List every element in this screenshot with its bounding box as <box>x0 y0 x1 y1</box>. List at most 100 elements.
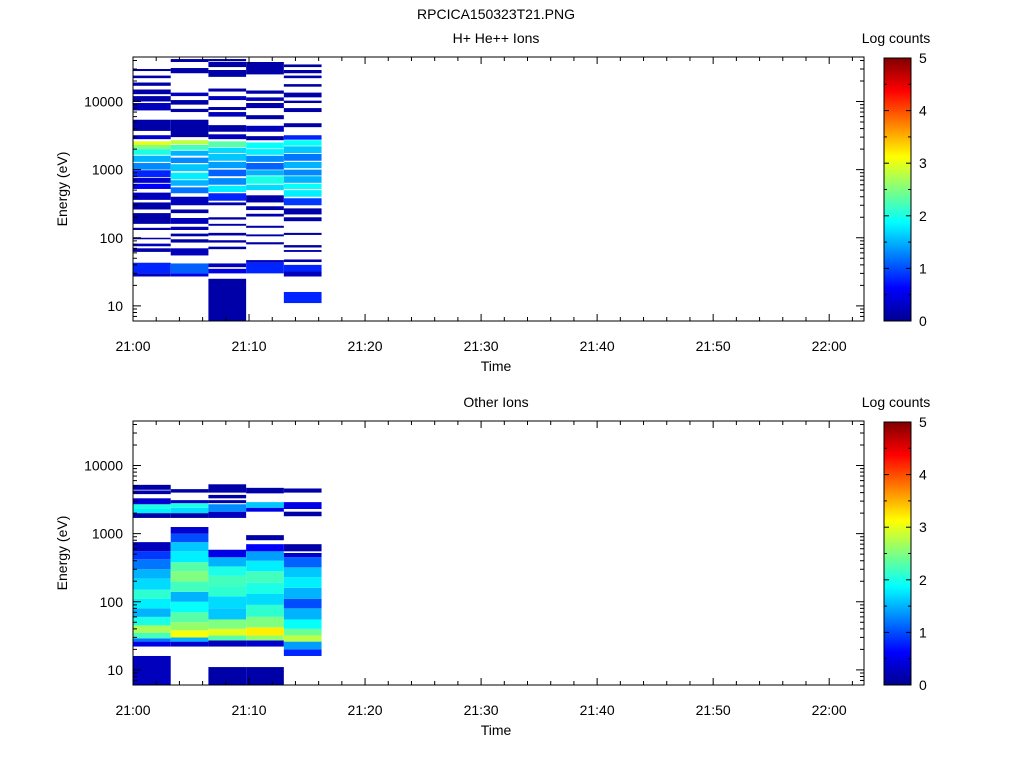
heatmap-cell <box>283 552 322 558</box>
heatmap-cell <box>283 169 322 176</box>
heatmap-cell <box>170 226 209 230</box>
heatmap-cell <box>170 527 209 534</box>
heatmap-cell <box>208 169 247 177</box>
heatmap-cell <box>133 144 171 150</box>
heatmap-cell <box>133 638 171 642</box>
colorbar-tick-label: 0 <box>919 677 927 693</box>
heatmap-cell <box>208 268 247 274</box>
x-tick-label: 22:00 <box>812 338 847 354</box>
heatmap-cell <box>246 487 284 494</box>
heatmap-cell <box>208 596 247 609</box>
heatmap-cell <box>246 616 284 628</box>
heatmap-cell <box>133 69 171 72</box>
heatmap-cell <box>283 64 322 68</box>
x-tick-label: 21:40 <box>580 338 615 354</box>
heatmap-cell <box>208 88 247 92</box>
heatmap-cell <box>170 108 209 113</box>
heatmap-cell <box>283 264 322 272</box>
panel-title: H+ He++ Ions <box>453 30 540 46</box>
heatmap-cell <box>133 490 171 495</box>
heatmap-cell <box>133 89 171 95</box>
heatmap-cell <box>170 100 209 105</box>
heatmap-cell <box>133 598 171 609</box>
heatmap-cell <box>133 504 171 509</box>
heatmap-cell <box>283 140 322 146</box>
heatmap-cell <box>283 84 322 87</box>
heatmap-cell <box>283 502 322 509</box>
heatmap-cell <box>133 551 171 560</box>
heatmap-cell <box>208 223 247 226</box>
colorbar-tick-label: 1 <box>919 260 927 276</box>
heatmap-cell <box>283 250 322 252</box>
heatmap-cell <box>170 591 209 602</box>
heatmap-cell <box>133 103 171 111</box>
heatmap-cell <box>283 259 322 263</box>
heatmap-cell <box>283 245 322 248</box>
y-tick-label: 10 <box>107 298 123 314</box>
heatmap-cell <box>208 112 247 117</box>
heatmap-cell <box>283 153 322 161</box>
heatmap-cell <box>208 586 247 597</box>
heatmap-cell <box>208 178 247 185</box>
heatmap-cell <box>208 246 247 250</box>
heatmap-cell <box>170 612 209 623</box>
heatmap-cell <box>170 92 209 97</box>
x-tick-label: 21:50 <box>696 702 731 718</box>
heatmap-cell <box>208 667 247 685</box>
heatmap-cell <box>133 183 171 189</box>
colorbar <box>883 57 912 322</box>
axes: 21:00 21:10 21:20 21:30 21:40 21:50 22:00 10 100… <box>84 421 864 718</box>
colorbar-tick-label: 1 <box>919 624 927 640</box>
x-tick-label: 21:50 <box>696 338 731 354</box>
heatmap-cell <box>208 62 247 68</box>
heatmap-cell <box>208 70 247 77</box>
heatmap-cell <box>170 209 209 214</box>
heatmap-cell <box>208 504 247 512</box>
heatmap-cell <box>208 96 247 101</box>
heatmap-cell <box>246 544 284 552</box>
heatmap-cell <box>246 62 284 75</box>
y-tick-label: 10000 <box>84 458 123 474</box>
heatmap-cell <box>170 164 209 172</box>
colorbar-tick-label: 4 <box>919 103 927 119</box>
heatmap-cell <box>170 500 209 504</box>
heatmap-cell <box>283 135 322 140</box>
heatmap-cell <box>133 498 171 505</box>
heatmap-cell <box>170 622 209 631</box>
heatmap-cell <box>246 260 284 263</box>
heatmap-cell <box>133 589 171 599</box>
heatmap-cell <box>133 513 171 518</box>
heatmap-cell <box>133 82 171 86</box>
heatmap-cell <box>283 628 322 636</box>
heatmap-cell <box>283 577 322 588</box>
heatmap-cell <box>283 100 322 104</box>
heatmap-cell <box>208 628 247 636</box>
heatmap-cell <box>283 635 322 642</box>
heatmap-cell <box>208 557 247 567</box>
heatmap-cell <box>208 549 247 558</box>
heatmap-cell <box>208 232 247 236</box>
figure-title: RPCICA150323T21.PNG <box>417 6 575 22</box>
x-tick-label: 22:00 <box>812 702 847 718</box>
colorbar-label: Log counts <box>862 394 931 410</box>
heatmap-cell <box>133 119 171 131</box>
colorbar-tick-label: 5 <box>919 414 927 430</box>
x-tick-label: 21:30 <box>464 702 499 718</box>
heatmap-cell <box>208 141 247 147</box>
heatmap-cell <box>133 559 171 570</box>
heatmap-cell <box>283 183 322 189</box>
heatmap-cell <box>208 278 247 321</box>
heatmap-cell <box>246 125 284 132</box>
heatmap-cell <box>283 108 322 113</box>
heatmap-cell <box>133 96 171 102</box>
y-axis-label: Energy (eV) <box>54 152 70 227</box>
heatmap-cell <box>208 575 247 587</box>
heatmap-cells <box>133 484 322 685</box>
heatmap-cell <box>133 141 171 145</box>
heatmap-cell <box>133 641 171 647</box>
heatmap-cell <box>208 240 247 243</box>
heatmap-cell <box>170 157 209 164</box>
heatmap-cell <box>246 97 284 101</box>
heatmap-cell <box>170 150 209 156</box>
heatmap-cell <box>170 630 209 638</box>
